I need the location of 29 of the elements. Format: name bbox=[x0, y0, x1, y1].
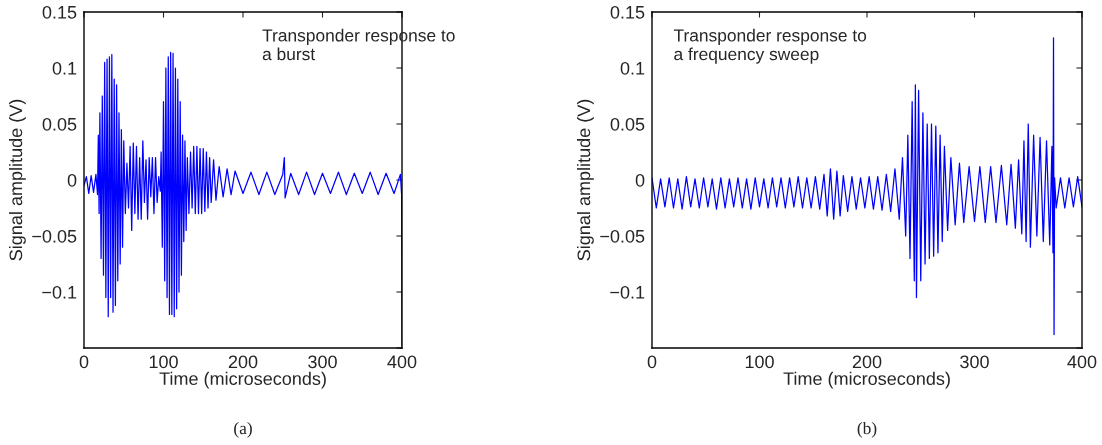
text: (a) bbox=[234, 421, 252, 438]
y-tick-label: 0.15 bbox=[610, 5, 645, 19]
y-tick-label: 0.05 bbox=[42, 117, 77, 131]
x-tick-label: 100 bbox=[149, 355, 178, 369]
annotation: Transponder response to a frequency sweep bbox=[673, 28, 867, 64]
y-tick-label: 0.1 bbox=[52, 61, 77, 75]
y-tick-label: 0.05 bbox=[610, 117, 645, 131]
y-axis-title: Signal amplitude (V) bbox=[8, 99, 26, 261]
y-tick-label: 0 bbox=[635, 173, 645, 187]
x-tick-label: 200 bbox=[228, 355, 258, 369]
x-tick-label: 400 bbox=[1067, 355, 1097, 369]
x-tick-label: 0 bbox=[79, 355, 89, 369]
y-tick-label: −0.1 bbox=[610, 285, 645, 299]
x-axis-title: Time (microseconds) bbox=[783, 371, 950, 389]
x-axis-title: Time (microseconds) bbox=[159, 371, 326, 389]
x-tick-label: 300 bbox=[308, 355, 337, 369]
y-tick-label: −0.05 bbox=[32, 229, 77, 243]
x-tick-label: 0 bbox=[647, 355, 657, 369]
x-tick-label: 100 bbox=[745, 355, 774, 369]
x-tick-label: 200 bbox=[852, 355, 882, 369]
y-tick-label: 0.1 bbox=[620, 61, 645, 75]
x-tick-label: 400 bbox=[387, 355, 417, 369]
x-tick-label: 300 bbox=[960, 355, 989, 369]
y-tick-label: −0.1 bbox=[42, 285, 77, 299]
y-tick-label: 0.15 bbox=[42, 5, 77, 19]
y-tick-label: 0 bbox=[67, 173, 77, 187]
text: (b) bbox=[857, 421, 877, 438]
y-tick-label: −0.05 bbox=[600, 229, 645, 243]
y-axis-title: Signal amplitude (V) bbox=[576, 99, 594, 261]
